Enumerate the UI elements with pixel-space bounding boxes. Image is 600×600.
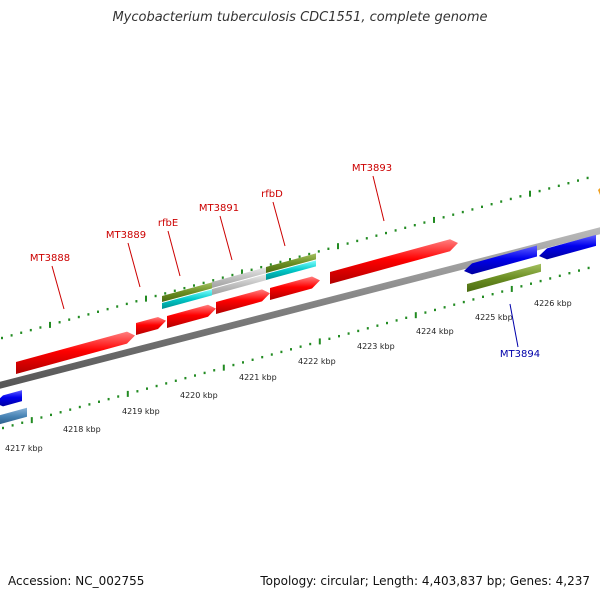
gene-leader-line bbox=[372, 175, 385, 222]
gene-mt3893[interactable] bbox=[330, 239, 458, 284]
gene-label[interactable]: MT3893 bbox=[352, 163, 392, 174]
feature-steelblue-left[interactable] bbox=[0, 407, 27, 426]
scale-label: 4222 kbp bbox=[298, 357, 336, 366]
feature-grey-2[interactable] bbox=[212, 274, 266, 295]
feature-green-2[interactable] bbox=[266, 253, 316, 273]
scale-label: 4217 kbp bbox=[5, 444, 43, 453]
accession-text: Accession: NC_002755 bbox=[8, 574, 145, 588]
gene-mt3888[interactable] bbox=[16, 331, 135, 374]
gene-leader-line bbox=[272, 201, 286, 247]
map-content: 4217 kbp 4218 kbp 4219 kbp 4220 kbp 4221 kbp… bbox=[0, 163, 600, 453]
feature-green-1[interactable] bbox=[162, 282, 212, 302]
gene-leader-line bbox=[51, 265, 65, 310]
lower-tick-track bbox=[2, 266, 590, 430]
gene-leader-line bbox=[127, 242, 141, 288]
gene-leader-line bbox=[167, 230, 181, 277]
gene-mt3894[interactable] bbox=[464, 245, 537, 275]
gene-reverse-right[interactable] bbox=[539, 234, 596, 260]
gene-reverse-left[interactable] bbox=[0, 390, 22, 407]
scale-label: 4224 kbp bbox=[416, 327, 454, 336]
feature-green-reverse[interactable] bbox=[467, 263, 541, 292]
scale-label: 4218 kbp bbox=[63, 425, 101, 434]
topology-text: Topology: circular; Length: 4,403,837 bp… bbox=[260, 574, 590, 588]
feature-grey[interactable] bbox=[212, 267, 266, 288]
gene-mt3889[interactable] bbox=[136, 316, 166, 335]
genome-backbone bbox=[0, 227, 600, 389]
gene-label[interactable]: MT3888 bbox=[30, 253, 70, 264]
scale-label: 4226 kbp bbox=[534, 299, 572, 308]
scale-label: 4219 kbp bbox=[122, 407, 160, 416]
scale-label: 4221 kbp bbox=[239, 373, 277, 382]
gene-mt3891[interactable] bbox=[216, 289, 270, 314]
gene-label[interactable]: MT3891 bbox=[199, 203, 239, 214]
gene-leader-line bbox=[509, 303, 519, 348]
scale-label: 4220 kbp bbox=[180, 391, 218, 400]
gene-label[interactable]: MT3894 bbox=[500, 349, 540, 360]
map-title: Mycobacterium tuberculosis CDC1551, comp… bbox=[112, 10, 488, 25]
gene-label[interactable]: rfbD bbox=[261, 189, 283, 200]
feature-cyan-2[interactable] bbox=[266, 260, 316, 280]
gene-rfbd[interactable] bbox=[270, 276, 320, 300]
scale-label: 4223 kbp bbox=[357, 342, 395, 351]
feature-cyan-1[interactable] bbox=[162, 289, 212, 309]
gene-label[interactable]: MT3889 bbox=[106, 230, 146, 241]
gene-rfbe[interactable] bbox=[167, 304, 216, 328]
gene-leader-line bbox=[219, 215, 233, 261]
scale-label: 4225 kbp bbox=[475, 313, 513, 322]
gene-label[interactable]: rfbE bbox=[158, 218, 178, 229]
upper-tick-track bbox=[1, 176, 589, 340]
